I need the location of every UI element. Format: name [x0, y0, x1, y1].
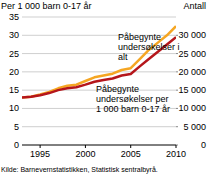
line-series	[22, 26, 176, 97]
x-tick-label: 1995	[30, 149, 50, 159]
series-label-line: alt	[118, 52, 128, 62]
series-label-line: undersøkelser per	[96, 94, 169, 104]
x-tick	[130, 145, 131, 148]
y2-tick-label: 20 000	[178, 67, 206, 77]
y-tick-label: 35	[9, 12, 19, 22]
series-label-line: undersøkelser i	[118, 42, 180, 52]
x-tick-label: 2010	[166, 149, 186, 159]
y-tick-label: 10	[9, 103, 19, 113]
grid-line	[22, 71, 176, 72]
series-label-line: 1 000 barn 0-17 år	[96, 104, 170, 114]
y-tick-label: 15	[9, 85, 19, 95]
y-tick-label: 30	[9, 30, 19, 40]
series-label-line: Påbegynte	[96, 84, 139, 94]
grid-line	[22, 53, 176, 54]
y-tick-label: 25	[9, 49, 19, 59]
y-tick-label: 20	[9, 67, 19, 77]
y2-tick-label: 15 000	[178, 85, 206, 95]
grid-line	[22, 126, 176, 127]
y2-tick-label: 25 000	[178, 49, 206, 59]
x-tick	[176, 145, 177, 148]
x-tick	[85, 145, 86, 148]
grid-line	[22, 17, 176, 18]
series-label-line: Påbegynte	[118, 32, 161, 42]
y2-tick-label: 0	[201, 140, 206, 150]
y-axis-title: Per 1 000 barn 0-17 år	[1, 1, 92, 11]
y2-tick-label: 5 000	[183, 122, 206, 132]
y2-axis-title: Antall	[183, 1, 206, 11]
series-label: Påbegynteundersøkelser ialt	[118, 32, 180, 62]
x-tick-label: 2000	[75, 149, 95, 159]
y-tick-label: 5	[14, 122, 19, 132]
y2-tick-label: 30 000	[178, 30, 206, 40]
series-label: Påbegynteundersøkelser per1 000 barn 0-1…	[96, 84, 170, 114]
source: Kilde: Barnevernstatistikken, Statistisk…	[1, 166, 158, 174]
x-tick	[40, 145, 41, 148]
y2-tick-label: 10 000	[178, 103, 206, 113]
grid-line	[22, 145, 176, 146]
x-tick-label: 2005	[121, 149, 141, 159]
y2-tick	[176, 126, 178, 127]
plot-area	[22, 26, 176, 97]
chart: 0 5 10 15 20 25 30 35 0 5 000 10 000 15 000 20 000 25…	[0, 0, 207, 176]
y-tick-label: 0	[14, 140, 19, 150]
